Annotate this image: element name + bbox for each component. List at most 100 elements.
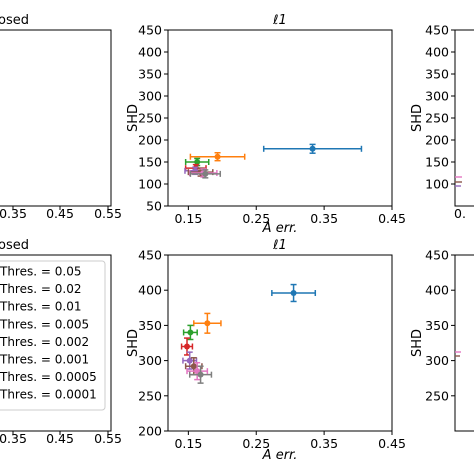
y-tick-label: 400: [138, 45, 162, 60]
data-point-7: [189, 169, 222, 179]
y-tick-label: 300: [138, 353, 162, 368]
x-tick-label: 0.55: [94, 431, 122, 446]
legend-entry: Thres. = 0.02: [0, 282, 81, 296]
data-marker: [187, 329, 194, 336]
data-point-1: [193, 312, 222, 334]
y-tick-label: 300: [425, 353, 449, 368]
x-tick-label: 0.45: [46, 431, 74, 446]
data-marker: [184, 343, 191, 350]
y-tick-label: 150: [425, 155, 449, 170]
y-axis-label: SHD: [410, 104, 425, 132]
legend-label: Thres. = 0.002: [0, 335, 89, 349]
data-marker: [194, 159, 201, 165]
y-tick-label: 450: [138, 23, 162, 38]
data-marker: [197, 371, 204, 378]
x-axis-label: A err.: [262, 448, 298, 463]
data-marker: [290, 290, 297, 297]
y-tick-label: 350: [425, 318, 449, 333]
x-axis-label: A err.: [262, 221, 298, 236]
x-tick-label: 0.45: [378, 436, 406, 451]
panel-title: ℓ1: [272, 13, 287, 28]
legend-entry: Thres. = 0.002: [0, 335, 89, 349]
y-axis-label: SHD: [126, 104, 141, 132]
x-tick-label: 0.15: [174, 436, 202, 451]
y-tick-label: 250: [138, 111, 162, 126]
data-point-2: [184, 157, 210, 167]
y-tick-label: 150: [138, 155, 162, 170]
y-tick-label: 100: [138, 177, 162, 192]
y-tick-label: 350: [138, 318, 162, 333]
panel-bottom-right: SHD 250 300 350 400 450: [410, 248, 474, 432]
x-tick-label: 0.: [454, 206, 466, 221]
y-tick-label: 400: [425, 283, 449, 298]
x-tick-label: 0.35: [310, 211, 338, 226]
x-tick-label: 0.45: [378, 211, 406, 226]
data-marker: [202, 170, 209, 177]
panel-bottom-left: osed 0.35 0.45 0.55 Thres. = 0.05 Thres. …: [0, 238, 122, 446]
x-tick: 0.35: [0, 431, 27, 446]
plot-frame: [454, 29, 474, 207]
data-marker: [309, 145, 316, 152]
y-tick-label: 250: [425, 388, 449, 403]
y-tick-label: 50: [146, 199, 162, 214]
y-tick-label: 200: [138, 133, 162, 148]
x-tick: 0.45: [46, 206, 74, 221]
x-tick: 0.35: [0, 206, 27, 221]
panel-title: osed: [0, 13, 29, 28]
legend-label: Thres. = 0.05: [0, 265, 81, 279]
panel-top-right: SHD 0. 100 150 200 250 300 350 400 450: [410, 23, 474, 221]
y-tick-label: 200: [425, 133, 449, 148]
legend-label: Thres. = 0.0001: [0, 388, 97, 402]
data-point-0: [262, 143, 363, 154]
data-point-1: [189, 152, 246, 162]
legend-label: Thres. = 0.01: [0, 300, 81, 314]
panel-title: ℓ1: [272, 238, 287, 253]
y-tick-label: 250: [425, 111, 449, 126]
legend-label: Thres. = 0.02: [0, 282, 81, 296]
legend-entry: Thres. = 0.01: [0, 300, 81, 314]
x-tick: 0.45: [46, 431, 74, 446]
y-tick-label: 100: [425, 177, 449, 192]
data-point-2: [182, 324, 198, 341]
data-marker: [190, 363, 197, 370]
legend-entry: Thres. = 0.005: [0, 317, 89, 331]
x-tick-label: 0.55: [94, 206, 122, 221]
legend-box: [0, 260, 106, 411]
y-tick-label: 350: [138, 67, 162, 82]
panel-bottom-middle: ℓ1 SHD A err. 200 250 300 350 400 450 0.15 0.25…: [126, 238, 406, 463]
x-tick: 0.55: [94, 206, 122, 221]
plot-frame: [454, 254, 474, 432]
plot-frame: [167, 254, 393, 432]
y-axis-label: SHD: [126, 329, 141, 357]
data-marker: [214, 153, 221, 160]
y-tick-label: 450: [425, 23, 449, 38]
legend-entry: Thres. = 0.05: [0, 265, 81, 279]
x-tick-label: 0.45: [46, 206, 74, 221]
data-marker: [186, 357, 193, 364]
data-point-3: [180, 337, 194, 356]
legend-label: Thres. = 0.001: [0, 353, 89, 367]
y-tick-label: 350: [425, 67, 449, 82]
x-tick-label: 0.35: [0, 206, 27, 221]
x-tick-label: 0.25: [242, 211, 270, 226]
y-tick-label: 450: [425, 248, 449, 263]
y-tick-label: 250: [138, 388, 162, 403]
y-tick-label: 300: [425, 89, 449, 104]
plot-frame: [167, 29, 393, 207]
panel-title: osed: [0, 238, 29, 253]
y-tick-label: 300: [138, 89, 162, 104]
marker-cluster: [455, 176, 462, 187]
legend-entry: Thres. = 0.0001: [0, 388, 97, 402]
y-tick-label: 450: [138, 248, 162, 263]
y-tick-label: 400: [425, 45, 449, 60]
y-tick-label: 400: [138, 283, 162, 298]
x-tick-label: 0.35: [310, 436, 338, 451]
legend-entry: Thres. = 0.0005: [0, 370, 97, 384]
legend-label: Thres. = 0.0005: [0, 370, 97, 384]
y-tick-label: 200: [138, 424, 162, 439]
plot-frame: [0, 254, 112, 432]
marker-cluster: [455, 351, 461, 357]
y-axis-label: SHD: [410, 329, 425, 357]
x-tick-label: 0.35: [0, 431, 27, 446]
